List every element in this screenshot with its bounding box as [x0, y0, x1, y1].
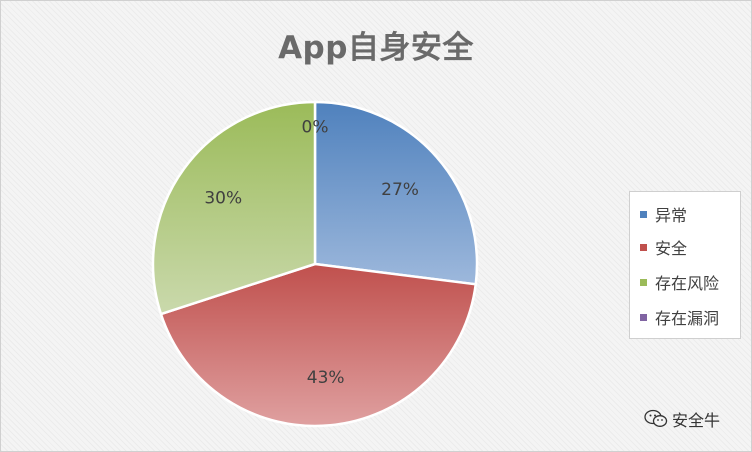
wechat-icon: [644, 409, 668, 427]
data-label-risk: 30%: [204, 188, 242, 208]
legend-label: 安全: [655, 239, 688, 258]
legend-swatch: [640, 313, 647, 321]
legend-label: 异常: [655, 206, 688, 225]
pie-slice-abnormal: [313, 100, 479, 286]
legend-swatch: [640, 243, 647, 251]
legend-item-abnormal: 异常: [640, 204, 688, 225]
legend-label: 存在风险: [655, 274, 720, 293]
watermark-text: 安全牛: [672, 411, 721, 430]
legend-label: 存在漏洞: [655, 309, 720, 328]
watermark: 安全牛: [644, 407, 720, 431]
chart-title: App自身安全: [278, 30, 474, 66]
legend-swatch: [640, 210, 647, 218]
legend-item-risk: 存在风险: [640, 272, 720, 293]
pie-slice-risk: [151, 100, 317, 316]
legend-item-vulnerability: 存在漏洞: [640, 307, 720, 328]
legend: 异常 安全 存在风险 存在漏洞: [629, 191, 741, 339]
data-label-abnormal: 27%: [381, 180, 419, 200]
pie-slice-safe: [159, 262, 478, 428]
legend-item-safe: 安全: [640, 237, 688, 258]
data-label-safe: 43%: [307, 368, 345, 388]
data-label-vulnerability: 0%: [302, 117, 329, 137]
legend-swatch: [640, 278, 647, 286]
